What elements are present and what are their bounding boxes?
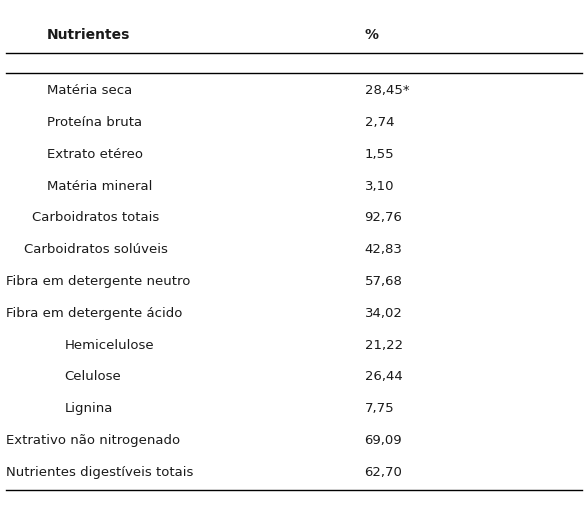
Text: Fibra em detergente neutro: Fibra em detergente neutro	[6, 275, 191, 288]
Text: Nutrientes digestíveis totais: Nutrientes digestíveis totais	[6, 466, 193, 479]
Text: 69,09: 69,09	[365, 434, 402, 447]
Text: 7,75: 7,75	[365, 402, 394, 415]
Text: 42,83: 42,83	[365, 243, 402, 256]
Text: Extrato etéreo: Extrato etéreo	[47, 148, 143, 161]
Text: Celulose: Celulose	[65, 371, 122, 383]
Text: 62,70: 62,70	[365, 466, 402, 479]
Text: Carboidratos totais: Carboidratos totais	[32, 212, 159, 224]
Text: 2,74: 2,74	[365, 116, 394, 129]
Text: Matéria seca: Matéria seca	[47, 84, 132, 97]
Text: Matéria mineral: Matéria mineral	[47, 180, 152, 192]
Text: 3,10: 3,10	[365, 180, 394, 192]
Text: Lignina: Lignina	[65, 402, 113, 415]
Text: Extrativo não nitrogenado: Extrativo não nitrogenado	[6, 434, 180, 447]
Text: 34,02: 34,02	[365, 307, 402, 320]
Text: Nutrientes: Nutrientes	[47, 28, 131, 42]
Text: 28,45*: 28,45*	[365, 84, 409, 97]
Text: 26,44: 26,44	[365, 371, 402, 383]
Text: Fibra em detergente ácido: Fibra em detergente ácido	[6, 307, 182, 320]
Text: 1,55: 1,55	[365, 148, 394, 161]
Text: Hemicelulose: Hemicelulose	[65, 339, 154, 351]
Text: 57,68: 57,68	[365, 275, 402, 288]
Text: %: %	[365, 28, 379, 42]
Text: 21,22: 21,22	[365, 339, 403, 351]
Text: Proteína bruta: Proteína bruta	[47, 116, 142, 129]
Text: Carboidratos solúveis: Carboidratos solúveis	[24, 243, 168, 256]
Text: 92,76: 92,76	[365, 212, 402, 224]
